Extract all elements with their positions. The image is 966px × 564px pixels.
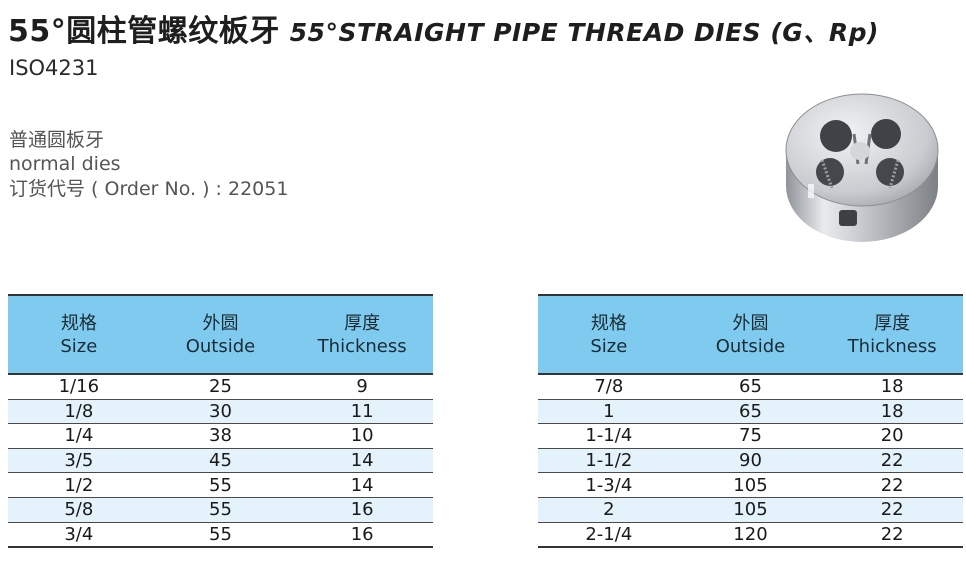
cell-thickness: 22 [821, 522, 963, 549]
cell-outside: 45 [149, 448, 292, 474]
table-row: 1-1/2 90 22 [538, 448, 963, 474]
cell-thickness: 22 [821, 448, 963, 474]
cell-thickness: 22 [821, 497, 963, 523]
table-row: 2-1/4 120 22 [538, 522, 963, 549]
cell-thickness: 10 [291, 423, 433, 449]
header-size: 规格 Size [8, 294, 150, 375]
table-row: 7/8 65 18 [538, 374, 963, 400]
header-outside: 外圆 Outside [679, 294, 822, 375]
cell-outside: 38 [149, 423, 292, 449]
description-english: normal dies [9, 153, 121, 175]
cell-thickness: 22 [821, 472, 963, 498]
cell-size: 1-1/2 [538, 448, 680, 474]
spec-table-right: 规格 Size 外圆 Outside 厚度 Thickness 7/8 65 18 1 65… [538, 294, 963, 549]
cell-outside: 105 [679, 472, 822, 498]
cell-thickness: 16 [291, 522, 433, 549]
table-header-row: 规格 Size 外圆 Outside 厚度 Thickness [8, 294, 433, 375]
cell-outside: 65 [679, 399, 822, 425]
cell-size: 5/8 [8, 497, 150, 523]
cell-outside: 120 [679, 522, 822, 549]
round-die-image [785, 93, 939, 242]
cell-size: 2-1/4 [538, 522, 680, 549]
title-english: 55°STRAIGHT PIPE THREAD DIES (G、Rp) [289, 18, 879, 47]
table-row: 1/16 25 9 [8, 374, 433, 400]
table-row: 1/4 38 10 [8, 423, 433, 449]
order-number: 订货代号 ( Order No. ) : 22051 [9, 178, 289, 200]
cell-size: 1/4 [8, 423, 150, 449]
cell-thickness: 18 [821, 399, 963, 425]
cell-thickness: 18 [821, 374, 963, 400]
cell-outside: 65 [679, 374, 822, 400]
title-chinese: 55°圆柱管螺纹板牙 [8, 14, 280, 49]
cell-outside: 90 [679, 448, 822, 474]
table-row: 2 105 22 [538, 497, 963, 523]
cell-outside: 105 [679, 497, 822, 523]
cell-size: 3/5 [8, 448, 150, 474]
cell-size: 1-3/4 [538, 472, 680, 498]
spec-table-left: 规格 Size 外圆 Outside 厚度 Thickness 1/16 25 9 1/8… [8, 294, 433, 549]
cell-size: 2 [538, 497, 680, 523]
cell-size: 1/16 [8, 374, 150, 400]
table-row: 1/8 30 11 [8, 399, 433, 425]
header-outside: 外圆 Outside [149, 294, 292, 375]
cell-thickness: 14 [291, 472, 433, 498]
cell-size: 1-1/4 [538, 423, 680, 449]
cell-size: 3/4 [8, 522, 150, 549]
cell-outside: 55 [149, 472, 292, 498]
table-row: 1-3/4 105 22 [538, 472, 963, 498]
page-title: 55°圆柱管螺纹板牙 55°STRAIGHT PIPE THREAD DIES (… [8, 6, 879, 50]
cell-size: 1/8 [8, 399, 150, 425]
cell-outside: 55 [149, 522, 292, 549]
standard-code: ISO4231 [9, 56, 99, 80]
cell-outside: 30 [149, 399, 292, 425]
table-row: 5/8 55 16 [8, 497, 433, 523]
header-thickness: 厚度 Thickness [821, 294, 963, 375]
header-size: 规格 Size [538, 294, 680, 375]
cell-thickness: 20 [821, 423, 963, 449]
cell-size: 7/8 [538, 374, 680, 400]
cell-outside: 75 [679, 423, 822, 449]
cell-size: 1 [538, 399, 680, 425]
cell-thickness: 14 [291, 448, 433, 474]
table-row: 3/5 45 14 [8, 448, 433, 474]
cell-size: 1/2 [8, 472, 150, 498]
cell-outside: 55 [149, 497, 292, 523]
cell-outside: 25 [149, 374, 292, 400]
cell-thickness: 9 [291, 374, 433, 400]
table-row: 1-1/4 75 20 [538, 423, 963, 449]
table-row: 1 65 18 [538, 399, 963, 425]
cell-thickness: 11 [291, 399, 433, 425]
cell-thickness: 16 [291, 497, 433, 523]
table-row: 1/2 55 14 [8, 472, 433, 498]
description-chinese: 普通圆板牙 [9, 129, 105, 151]
table-row: 3/4 55 16 [8, 522, 433, 549]
header-thickness: 厚度 Thickness [291, 294, 433, 375]
table-header-row: 规格 Size 外圆 Outside 厚度 Thickness [538, 294, 963, 375]
